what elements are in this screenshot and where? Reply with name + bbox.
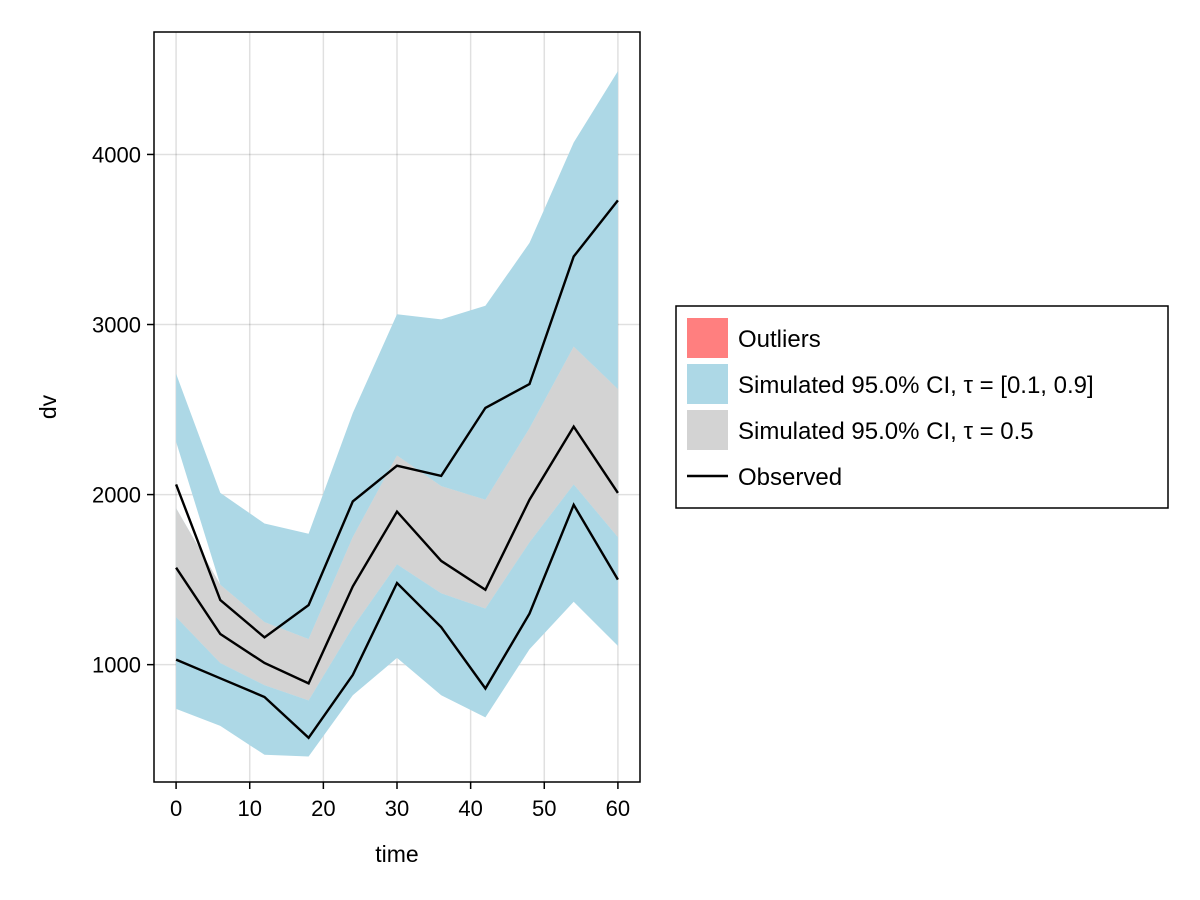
legend-item: Outliers: [687, 318, 821, 358]
median-ci-band: [176, 346, 618, 701]
x-tick-label: 10: [237, 796, 261, 821]
x-tick-label: 0: [170, 796, 182, 821]
outer-ci-band-0: [176, 71, 618, 640]
y-tick-label: 1000: [92, 653, 141, 678]
legend-swatch: [687, 410, 728, 450]
observed-line-1: [175, 424, 619, 685]
y-tick-label: 4000: [92, 142, 141, 167]
x-tick-label: 60: [606, 796, 630, 821]
legend-box: [675, 305, 1169, 509]
observed-line-0: [174, 199, 619, 639]
legend: Outliers Simulated 95.0% CI, τ = [0.1, 0.…: [675, 305, 1169, 509]
x-axis-ticks: 0 10 20 30 40 50 60: [170, 782, 630, 821]
y-axis-label: dv: [35, 394, 61, 419]
y-axis-ticks: 1000 2000 3000 4000: [92, 142, 154, 678]
x-tick-label: 30: [385, 796, 409, 821]
x-axis-label: time: [375, 841, 418, 867]
x-tick-label: 50: [532, 796, 556, 821]
legend-label: Simulated 95.0% CI, τ = [0.1, 0.9]: [738, 372, 1094, 399]
legend-label: Outliers: [738, 326, 821, 353]
ci-bands: [176, 71, 618, 757]
legend-label: Simulated 95.0% CI, τ = 0.5: [738, 418, 1034, 445]
legend-swatch: [687, 318, 728, 358]
legend-label: Observed: [738, 464, 842, 491]
x-tick-label: 40: [458, 796, 482, 821]
outer-ci-band-2: [176, 484, 618, 757]
x-tick-label: 20: [311, 796, 335, 821]
y-tick-label: 3000: [92, 313, 141, 338]
observed-line-2: [175, 502, 619, 740]
legend-item: Observed: [687, 464, 842, 491]
y-tick-label: 2000: [92, 483, 141, 508]
observed-lines: [174, 199, 619, 740]
legend-swatch: [687, 364, 728, 404]
legend-item: Simulated 95.0% CI, τ = 0.5: [687, 410, 1034, 450]
legend-item: Simulated 95.0% CI, τ = [0.1, 0.9]: [687, 364, 1094, 404]
